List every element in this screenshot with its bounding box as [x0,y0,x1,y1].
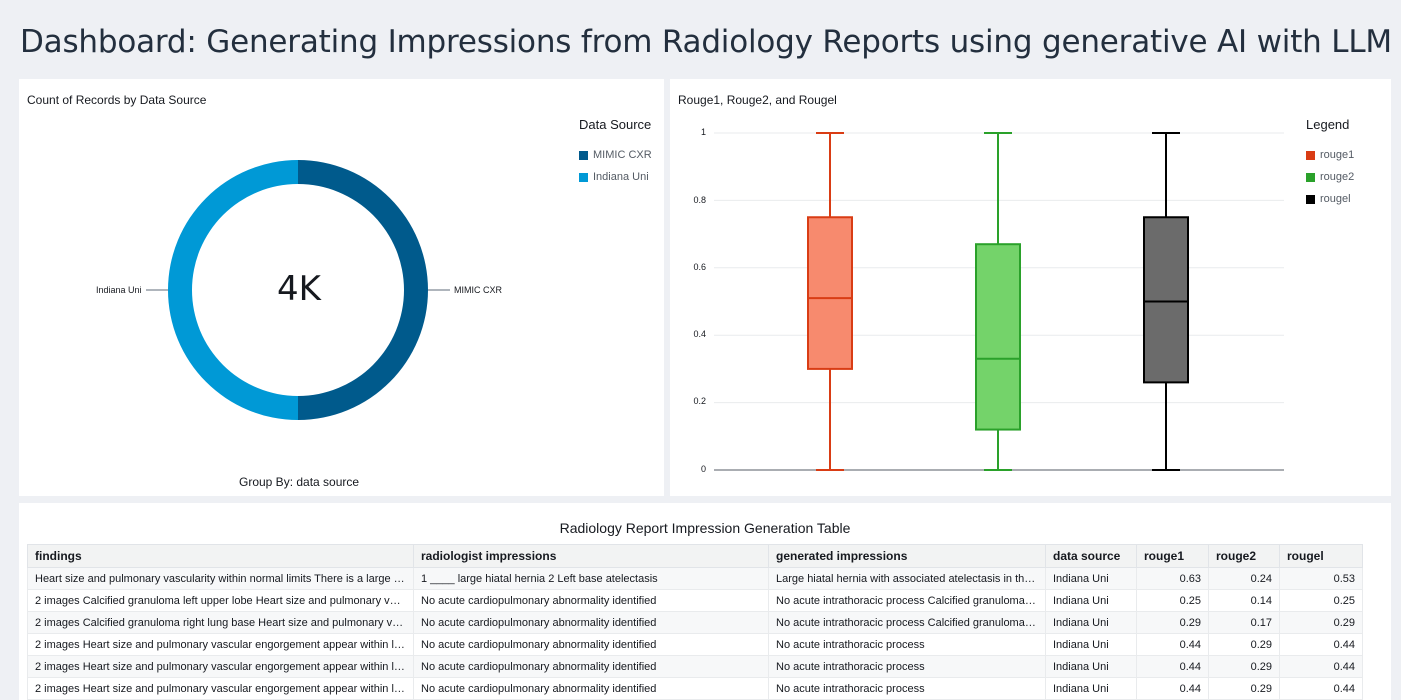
cell-data-source: Indiana Uni [1045,567,1137,590]
rougel-box[interactable] [1143,216,1189,384]
cell-rouge1: 0.44 [1136,655,1209,678]
table-row[interactable]: 2 images Heart size and pulmonary vascul… [27,633,1363,656]
cell-findings: 2 images Calcified granuloma left upper … [27,589,414,612]
cell-radiologist-impressions: 1 ____ large hiatal hernia 2 Left base a… [413,567,769,590]
legend-item-rougel[interactable]: rougel [1306,193,1351,205]
cell-findings: Heart size and pulmonary vascularity wit… [27,567,414,590]
rouge1-box[interactable] [807,216,853,370]
legend-label-indiana: Indiana Uni [593,171,649,183]
column-header-radiologist-impressions[interactable]: radiologist impressions [413,544,769,568]
table-title: Radiology Report Impression Generation T… [559,520,851,536]
cell-radiologist-impressions: No acute cardiopulmonary abnormality ide… [413,677,769,700]
cell-findings: 2 images Calcified granuloma right lung … [27,611,414,634]
cell-radiologist-impressions: No acute cardiopulmonary abnormality ide… [413,589,769,612]
cell-rougel: 0.44 [1279,655,1363,678]
cell-rouge2: 0.14 [1208,589,1280,612]
legend-label-rougel: rougel [1320,193,1351,205]
table-header-row: findings radiologist impressions generat… [27,544,1363,568]
cell-radiologist-impressions: No acute cardiopulmonary abnormality ide… [413,655,769,678]
slice-label-mimic: MIMIC CXR [454,285,502,295]
legend-swatch-mimic [579,150,588,160]
cell-generated-impressions: Large hiatal hernia with associated atel… [768,567,1046,590]
donut-center-value: 4K [277,269,321,309]
cell-rouge1: 0.25 [1136,589,1209,612]
legend-item-rouge2[interactable]: rouge2 [1306,171,1354,183]
cell-radiologist-impressions: No acute cardiopulmonary abnormality ide… [413,611,769,634]
cell-generated-impressions: No acute intrathoracic process [768,655,1046,678]
legend-label-rouge2: rouge2 [1320,171,1355,183]
table-row[interactable]: 2 images Heart size and pulmonary vascul… [27,655,1363,678]
cell-radiologist-impressions: No acute cardiopulmonary abnormality ide… [413,633,769,656]
cell-data-source: Indiana Uni [1045,677,1137,700]
donut-chart-panel[interactable]: Count of Records by Data Source 4K MIMIC… [19,79,664,496]
y-tick-0-6: 0.6 [693,262,706,272]
donut-chart-title: Count of Records by Data Source [27,93,207,107]
cell-generated-impressions: No acute intrathoracic process [768,677,1046,700]
y-tick-0-4: 0.4 [693,329,706,339]
table-row[interactable]: 2 images Calcified granuloma left upper … [27,589,1363,612]
cell-rougel: 0.53 [1279,567,1363,590]
y-tick-0-8: 0.8 [693,195,706,205]
legend-label-mimic: MIMIC CXR [593,149,652,161]
legend-swatch-rouge2 [1306,172,1315,182]
cell-generated-impressions: No acute intrathoracic process Calcified… [768,611,1046,634]
cell-rougel: 0.44 [1279,633,1363,656]
slice-label-indiana: Indiana Uni [96,285,142,295]
cell-findings: 2 images Heart size and pulmonary vascul… [27,633,414,656]
table-row[interactable]: 2 images Calcified granuloma right lung … [27,611,1363,634]
legend-item-rouge1[interactable]: rouge1 [1306,149,1354,161]
legend-swatch-indiana [579,172,588,182]
donut-legend-title: Data Source [579,117,652,132]
impression-table-panel[interactable]: Radiology Report Impression Generation T… [19,503,1391,700]
cell-rougel: 0.25 [1279,589,1363,612]
donut-group-by-label: Group By: data source [239,475,360,489]
y-tick-0: 0 [700,464,706,474]
cell-findings: 2 images Heart size and pulmonary vascul… [27,677,414,700]
legend-label-rouge1: rouge1 [1320,149,1355,161]
impression-table[interactable]: findings radiologist impressions generat… [27,544,1363,700]
legend-item-mimic[interactable]: MIMIC CXR [579,149,652,161]
cell-data-source: Indiana Uni [1045,611,1137,634]
donut-slice-mimic-cxr[interactable] [298,160,428,420]
cell-rouge2: 0.29 [1208,655,1280,678]
cell-rougel: 0.44 [1279,677,1363,700]
cell-rouge1: 0.63 [1136,567,1209,590]
cell-rouge2: 0.17 [1208,611,1280,634]
cell-data-source: Indiana Uni [1045,633,1137,656]
legend-swatch-rouge1 [1306,150,1315,160]
table-row[interactable]: 2 images Heart size and pulmonary vascul… [27,677,1363,700]
table-row[interactable]: Heart size and pulmonary vascularity wit… [27,567,1363,590]
donut-chart[interactable] [19,79,664,496]
column-header-generated-impressions[interactable]: generated impressions [768,544,1046,568]
column-header-rougel[interactable]: rougel [1279,544,1363,568]
cell-generated-impressions: No acute intrathoracic process [768,633,1046,656]
cell-generated-impressions: No acute intrathoracic process Calcified… [768,589,1046,612]
boxplot-chart[interactable] [670,79,1391,496]
cell-data-source: Indiana Uni [1045,655,1137,678]
cell-rougel: 0.29 [1279,611,1363,634]
cell-rouge2: 0.29 [1208,633,1280,656]
boxplot-legend-title: Legend [1306,117,1350,132]
column-header-data-source[interactable]: data source [1045,544,1137,568]
cell-rouge2: 0.24 [1208,567,1280,590]
y-tick-0-2: 0.2 [693,396,706,406]
donut-slice-indiana-uni[interactable] [168,160,298,420]
cell-rouge1: 0.29 [1136,611,1209,634]
column-header-rouge1[interactable]: rouge1 [1136,544,1209,568]
cell-findings: 2 images Heart size and pulmonary vascul… [27,655,414,678]
cell-data-source: Indiana Uni [1045,589,1137,612]
cell-rouge2: 0.29 [1208,677,1280,700]
column-header-findings[interactable]: findings [27,544,414,568]
boxplot-panel[interactable]: Rouge1, Rouge2, and Rougel 1 0.8 0.6 0.4… [670,79,1391,496]
column-header-rouge2[interactable]: rouge2 [1208,544,1280,568]
rouge2-box[interactable] [975,243,1021,431]
boxplot-title: Rouge1, Rouge2, and Rougel [678,93,837,107]
dashboard-title: Dashboard: Generating Impressions from R… [20,24,1392,60]
cell-rouge1: 0.44 [1136,633,1209,656]
y-tick-1: 1 [700,127,706,137]
cell-rouge1: 0.44 [1136,677,1209,700]
legend-swatch-rougel [1306,194,1315,204]
legend-item-indiana[interactable]: Indiana Uni [579,171,649,183]
